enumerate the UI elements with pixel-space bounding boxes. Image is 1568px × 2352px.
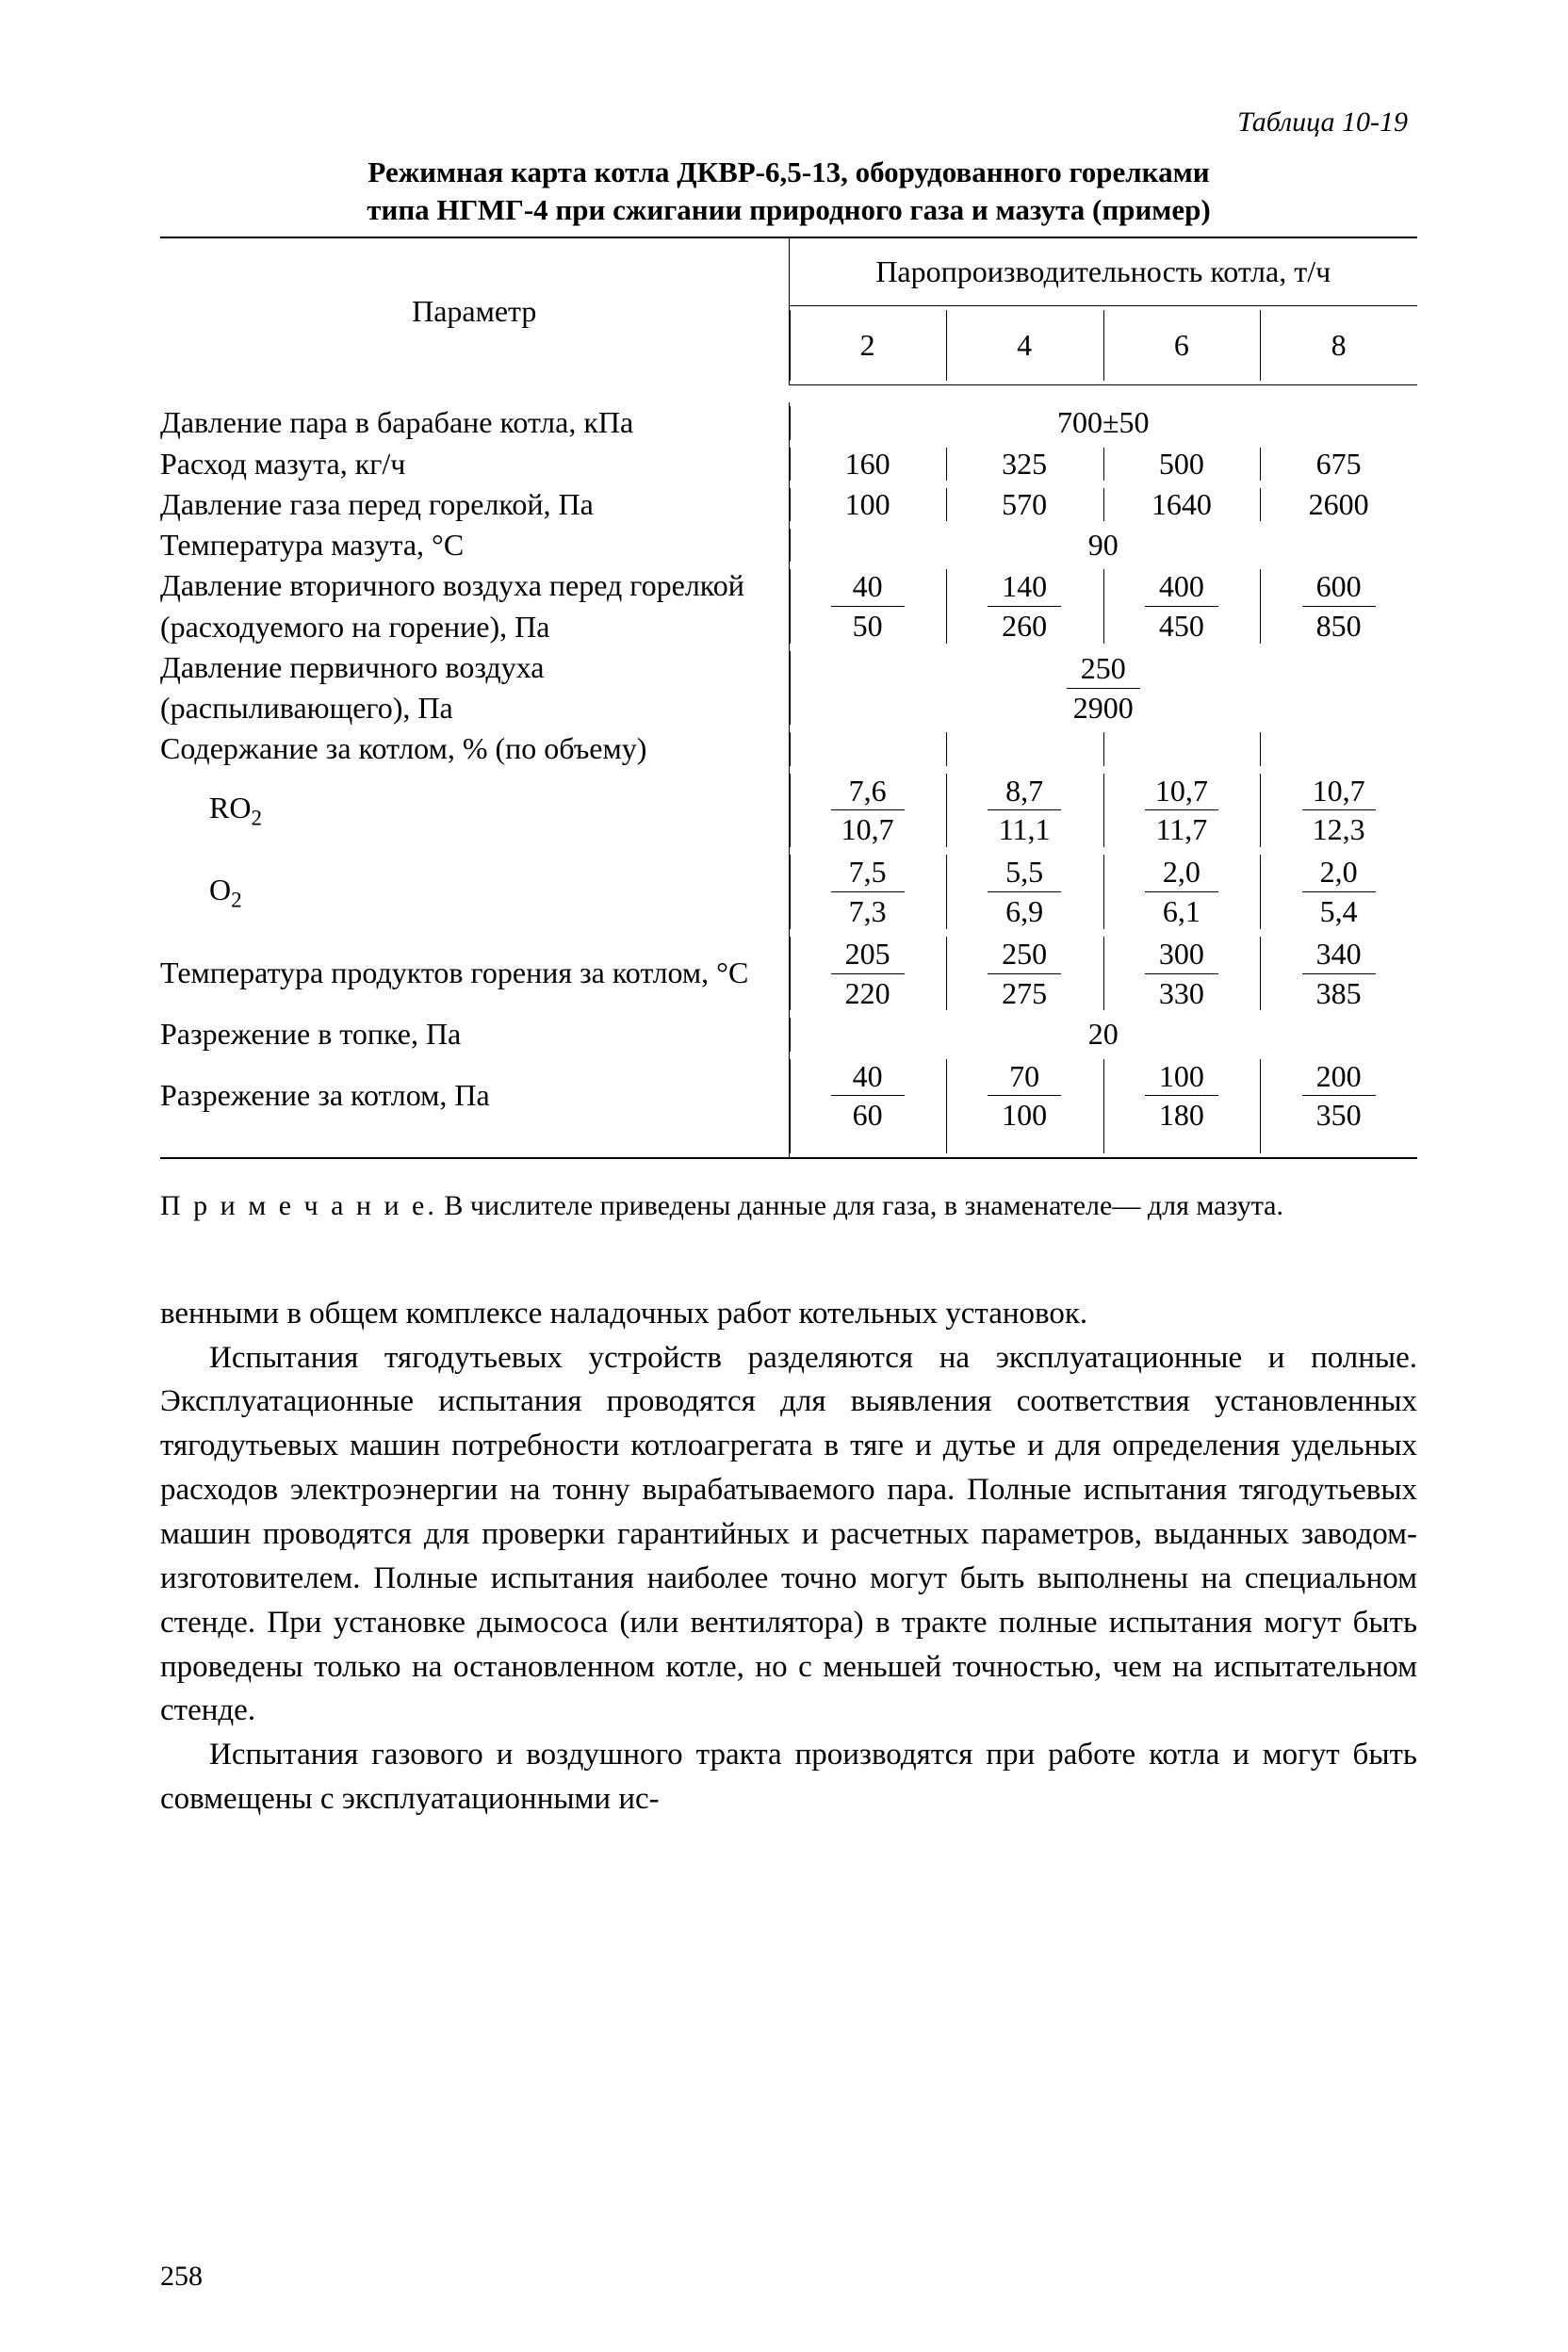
param-label: Разрежение в топке, Па (160, 1014, 789, 1054)
param-label: RO2 (160, 770, 789, 852)
val-c4: 2,05,4 (1260, 851, 1417, 933)
row-secondary-air: Давление вторичного воздуха перед горелк… (160, 565, 1417, 647)
val-c2: 325 (946, 444, 1103, 484)
table-note: П р и м е ч а н и е. В числителе приведе… (160, 1187, 1417, 1226)
val-c1: 7,57,3 (789, 851, 946, 933)
val-c1: 4060 (789, 1055, 946, 1159)
header-col-4: 8 (1260, 306, 1417, 385)
param-label: Содержание за котлом, % (по объему) (160, 728, 789, 769)
val-c4: 200350 (1260, 1055, 1417, 1159)
row-mazut-temp: Температура мазута, °С 90 (160, 525, 1417, 565)
val-c4: 675 (1260, 444, 1417, 484)
val-c3: 2,06,1 (1103, 851, 1261, 933)
row-o2: O2 7,57,3 5,56,9 2,06,1 2,05,4 (160, 851, 1417, 933)
val-c4: 2600 (1260, 484, 1417, 525)
val-c2: 70100 (946, 1055, 1103, 1159)
row-flue-temp: Температура продуктов горения за котлом,… (160, 933, 1417, 1015)
val-c2: 5,56,9 (946, 851, 1103, 933)
header-param: Параметр (160, 237, 789, 385)
val-c3: 10,711,7 (1103, 770, 1261, 852)
val-c1: 160 (789, 444, 946, 484)
header-col-1: 2 (789, 306, 946, 385)
header-col-2: 4 (946, 306, 1103, 385)
param-label: Давление пара в барабане котла, кПа (160, 402, 789, 443)
val-c3: 300330 (1103, 933, 1261, 1015)
val-c4: 10,712,3 (1260, 770, 1417, 852)
span-value: 90 (789, 525, 1417, 565)
paragraph: Испытания тягодутьевых устройств разделя… (160, 1336, 1417, 1734)
param-label: Температура мазута, °С (160, 525, 789, 565)
param-label: Температура продуктов горения за котлом,… (160, 933, 789, 1015)
val-c2: 570 (946, 484, 1103, 525)
val-c3: 1640 (1103, 484, 1261, 525)
note-lead: П р и м е ч а н и е. (160, 1190, 437, 1221)
table-header-row: Параметр Паропроизводительность котла, т… (160, 237, 1417, 306)
regime-table: Параметр Паропроизводительность котла, т… (160, 237, 1417, 1159)
row-steam-pressure: Давление пара в барабане котла, кПа 700±… (160, 402, 1417, 443)
val-c3: 400450 (1103, 565, 1261, 647)
header-col-3: 6 (1103, 306, 1261, 385)
row-gas-pressure: Давление газа перед горелкой, Па 100 570… (160, 484, 1417, 525)
row-draft-furnace: Разрежение в топке, Па 20 (160, 1014, 1417, 1054)
val-c3: 100180 (1103, 1055, 1261, 1159)
val-c2: 250275 (946, 933, 1103, 1015)
val-c1: 4050 (789, 565, 946, 647)
param-label: Давление вторичного воздуха перед горелк… (160, 565, 789, 647)
param-label: Расход мазута, кг/ч (160, 444, 789, 484)
row-ro2: RO2 7,610,7 8,711,1 10,711,7 10,712,3 (160, 770, 1417, 852)
val-c4: 340385 (1260, 933, 1417, 1015)
page-number: 258 (160, 2258, 203, 2296)
param-label: Давление первичного воздуха (распыливающ… (160, 647, 789, 729)
table-label: Таблица 10-19 (160, 104, 1408, 142)
note-rest: В числителе приведены данные для газа, в… (437, 1190, 1283, 1221)
span-value: 700±50 (789, 402, 1417, 443)
param-label: Разрежение за котлом, Па (160, 1055, 789, 1159)
param-label: O2 (160, 851, 789, 933)
val-c2: 140260 (946, 565, 1103, 647)
val-c1: 100 (789, 484, 946, 525)
row-draft-after: Разрежение за котлом, Па 4060 70100 1001… (160, 1055, 1417, 1159)
body-text: венными в общем комплексе наладочных раб… (160, 1292, 1417, 1821)
row-content-heading: Содержание за котлом, % (по объему) (160, 728, 1417, 769)
row-primary-air: Давление первичного воздуха (распыливающ… (160, 647, 1417, 729)
val-c1: 7,610,7 (789, 770, 946, 852)
paragraph: венными в общем комплексе наладочных раб… (160, 1292, 1417, 1336)
paragraph: Испытания газового и воздушного тракта п… (160, 1733, 1417, 1821)
table-title: Режимная карта котла ДКВР-6,5-13, оборуд… (270, 154, 1307, 230)
val-c4: 600850 (1260, 565, 1417, 647)
param-label: Давление газа перед горелкой, Па (160, 484, 789, 525)
val-c1: 205220 (789, 933, 946, 1015)
title-line2: типа НГМГ-4 при сжигании природного газа… (367, 193, 1211, 226)
row-mazut-flow: Расход мазута, кг/ч 160 325 500 675 (160, 444, 1417, 484)
span-value: 20 (789, 1014, 1417, 1054)
val-c3: 500 (1103, 444, 1261, 484)
title-line1: Режимная карта котла ДКВР-6,5-13, оборуд… (368, 155, 1209, 188)
val-c2: 8,711,1 (946, 770, 1103, 852)
header-group: Паропроизводительность котла, т/ч (789, 237, 1417, 306)
span-fraction: 2502900 (789, 647, 1417, 729)
